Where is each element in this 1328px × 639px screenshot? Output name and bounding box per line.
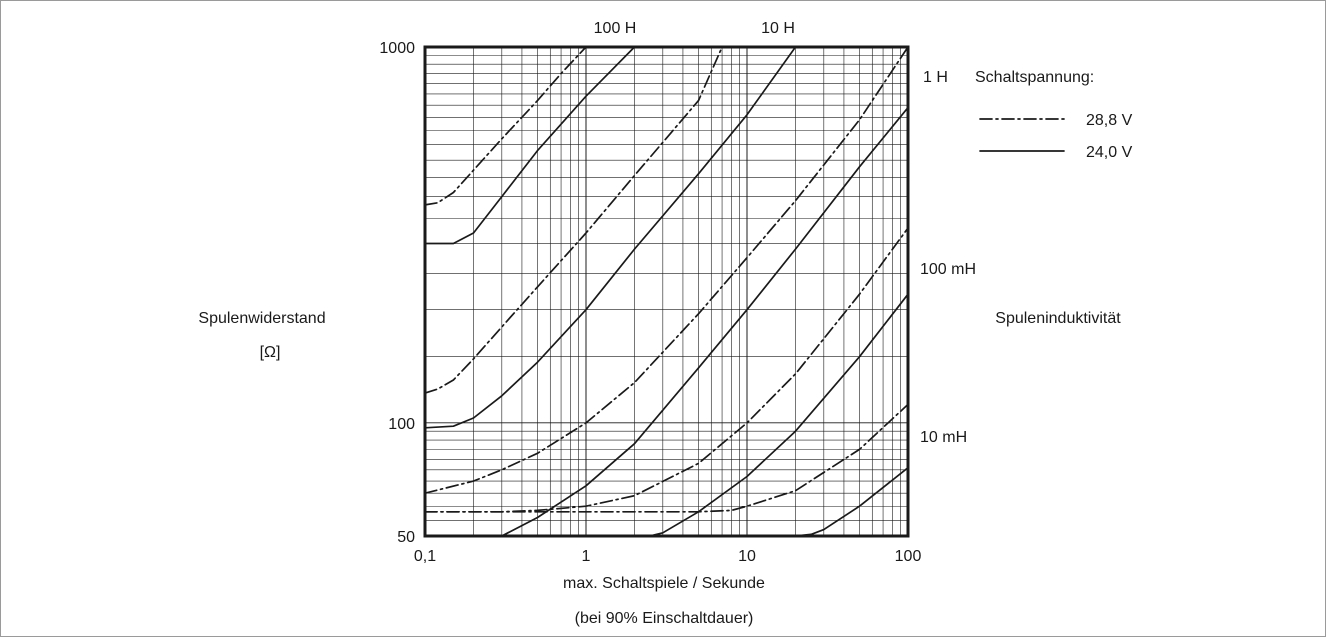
curve-100h-24-0v bbox=[424, 46, 636, 245]
curves bbox=[424, 46, 909, 537]
x-tick-label: 0,1 bbox=[414, 548, 436, 565]
curve-1h-28-8v bbox=[424, 46, 909, 495]
y-tick-label: 50 bbox=[397, 529, 415, 546]
inductance-label: 10 H bbox=[761, 20, 795, 37]
x-tick-label: 1 bbox=[582, 548, 591, 565]
curve-10mh-28-8v bbox=[424, 403, 909, 513]
inductance-labels: 100 H 10 H 1 H 100 mH 10 mH bbox=[594, 20, 976, 446]
tick-labels: 0,1 1 10 100 50 100 1000 bbox=[379, 40, 921, 565]
right-axis-label: Spuleninduktivität bbox=[995, 310, 1121, 327]
inductance-label: 100 H bbox=[594, 20, 637, 37]
legend: Schaltspannung: 28,8 V 24,0 V bbox=[975, 69, 1133, 161]
inductance-label: 1 H bbox=[923, 69, 948, 86]
x-axis-label: max. Schaltspiele / Sekunde bbox=[563, 575, 765, 592]
curve-100h-28-8v bbox=[424, 46, 587, 206]
x-axis-label-2: (bei 90% Einschaltdauer) bbox=[575, 610, 754, 627]
inductance-label: 10 mH bbox=[920, 429, 967, 446]
y-axis-label: Spulenwiderstand bbox=[198, 310, 325, 327]
y-tick-label: 100 bbox=[388, 416, 415, 433]
curve-10h-24-0v bbox=[424, 46, 797, 429]
curve-1h-24-0v bbox=[424, 106, 909, 537]
grid bbox=[424, 46, 909, 537]
legend-label-28-8v: 28,8 V bbox=[1086, 112, 1133, 129]
legend-label-24-0v: 24,0 V bbox=[1086, 144, 1133, 161]
curve-10h-28-8v bbox=[424, 46, 723, 394]
x-tick-label: 10 bbox=[738, 548, 756, 565]
curve-100mh-24-0v bbox=[424, 293, 909, 537]
curve-10mh-24-0v bbox=[424, 466, 909, 537]
legend-title: Schaltspannung: bbox=[975, 69, 1094, 86]
curve-100mh-28-8v bbox=[424, 227, 909, 513]
y-axis-unit: [Ω] bbox=[260, 344, 281, 361]
plot-border bbox=[423, 45, 910, 538]
x-tick-label: 100 bbox=[895, 548, 922, 565]
inductance-label: 100 mH bbox=[920, 261, 976, 278]
y-tick-label: 1000 bbox=[379, 40, 415, 57]
